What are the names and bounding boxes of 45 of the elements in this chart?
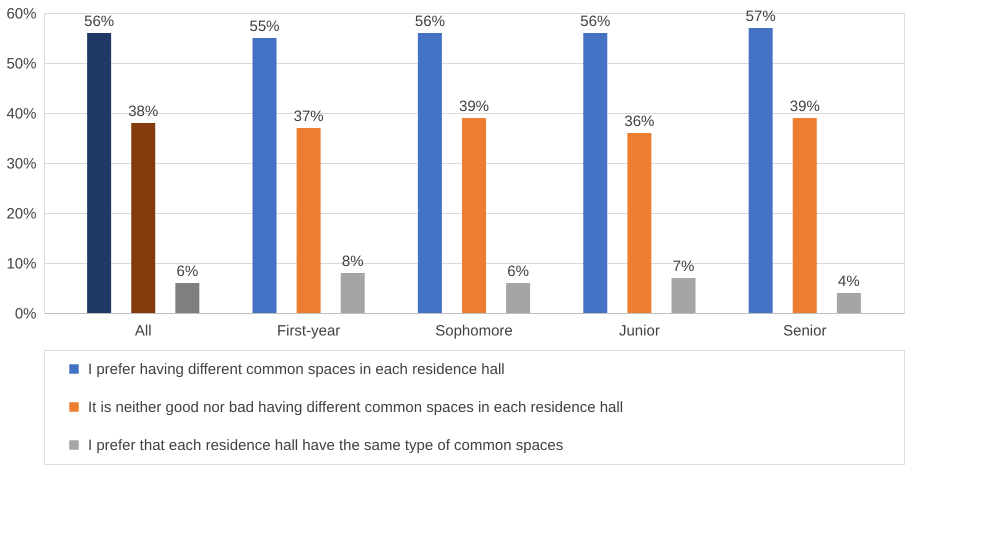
bar	[175, 283, 200, 313]
x-tick-label: Junior	[618, 322, 660, 340]
bar	[340, 273, 365, 313]
bar	[462, 118, 486, 313]
legend-label: I prefer having different common spaces in each residence hall	[88, 361, 505, 378]
bar	[506, 283, 530, 313]
data-label: 37%	[294, 108, 324, 125]
bar	[583, 33, 608, 313]
bar	[792, 118, 817, 313]
data-label: 38%	[128, 103, 158, 120]
data-label: 7%	[672, 258, 694, 275]
data-label: 55%	[249, 18, 280, 35]
data-label: 6%	[507, 263, 529, 280]
x-tick-label: First-year	[276, 322, 340, 340]
y-tick-label: 50%	[6, 56, 36, 72]
y-tick-label: 20%	[6, 206, 36, 222]
data-label: 4%	[838, 273, 860, 290]
legend-label: I prefer that each residence hall have the same type of common spaces	[88, 437, 564, 454]
bar	[748, 28, 773, 313]
data-label: 8%	[342, 253, 364, 270]
bar	[836, 293, 861, 313]
data-label: 56%	[414, 13, 445, 30]
bar	[418, 33, 442, 313]
y-tick-label: 60%	[6, 6, 36, 22]
y-tick-label: 30%	[6, 156, 36, 172]
data-label: 36%	[624, 113, 654, 130]
legend-label: It is neither good nor bad having different common spaces in each residence hall	[88, 399, 624, 416]
data-label: 57%	[746, 8, 776, 25]
bar	[252, 38, 277, 313]
x-tick-label: Senior	[783, 322, 826, 340]
data-label: 39%	[790, 98, 820, 115]
data-label: 56%	[580, 13, 610, 30]
bar	[296, 128, 321, 313]
x-tick-label: All	[134, 322, 152, 340]
x-tick-label: Sophomore	[435, 322, 513, 340]
data-label: 39%	[458, 98, 490, 115]
bar	[671, 278, 696, 313]
bar	[87, 33, 112, 313]
bar	[627, 133, 652, 313]
y-tick-label: 0%	[14, 306, 36, 322]
y-tick-label: 10%	[6, 256, 36, 272]
data-label: 56%	[84, 13, 114, 30]
data-label: 6%	[176, 263, 198, 280]
y-tick-label: 40%	[6, 106, 36, 122]
bar	[131, 123, 156, 313]
